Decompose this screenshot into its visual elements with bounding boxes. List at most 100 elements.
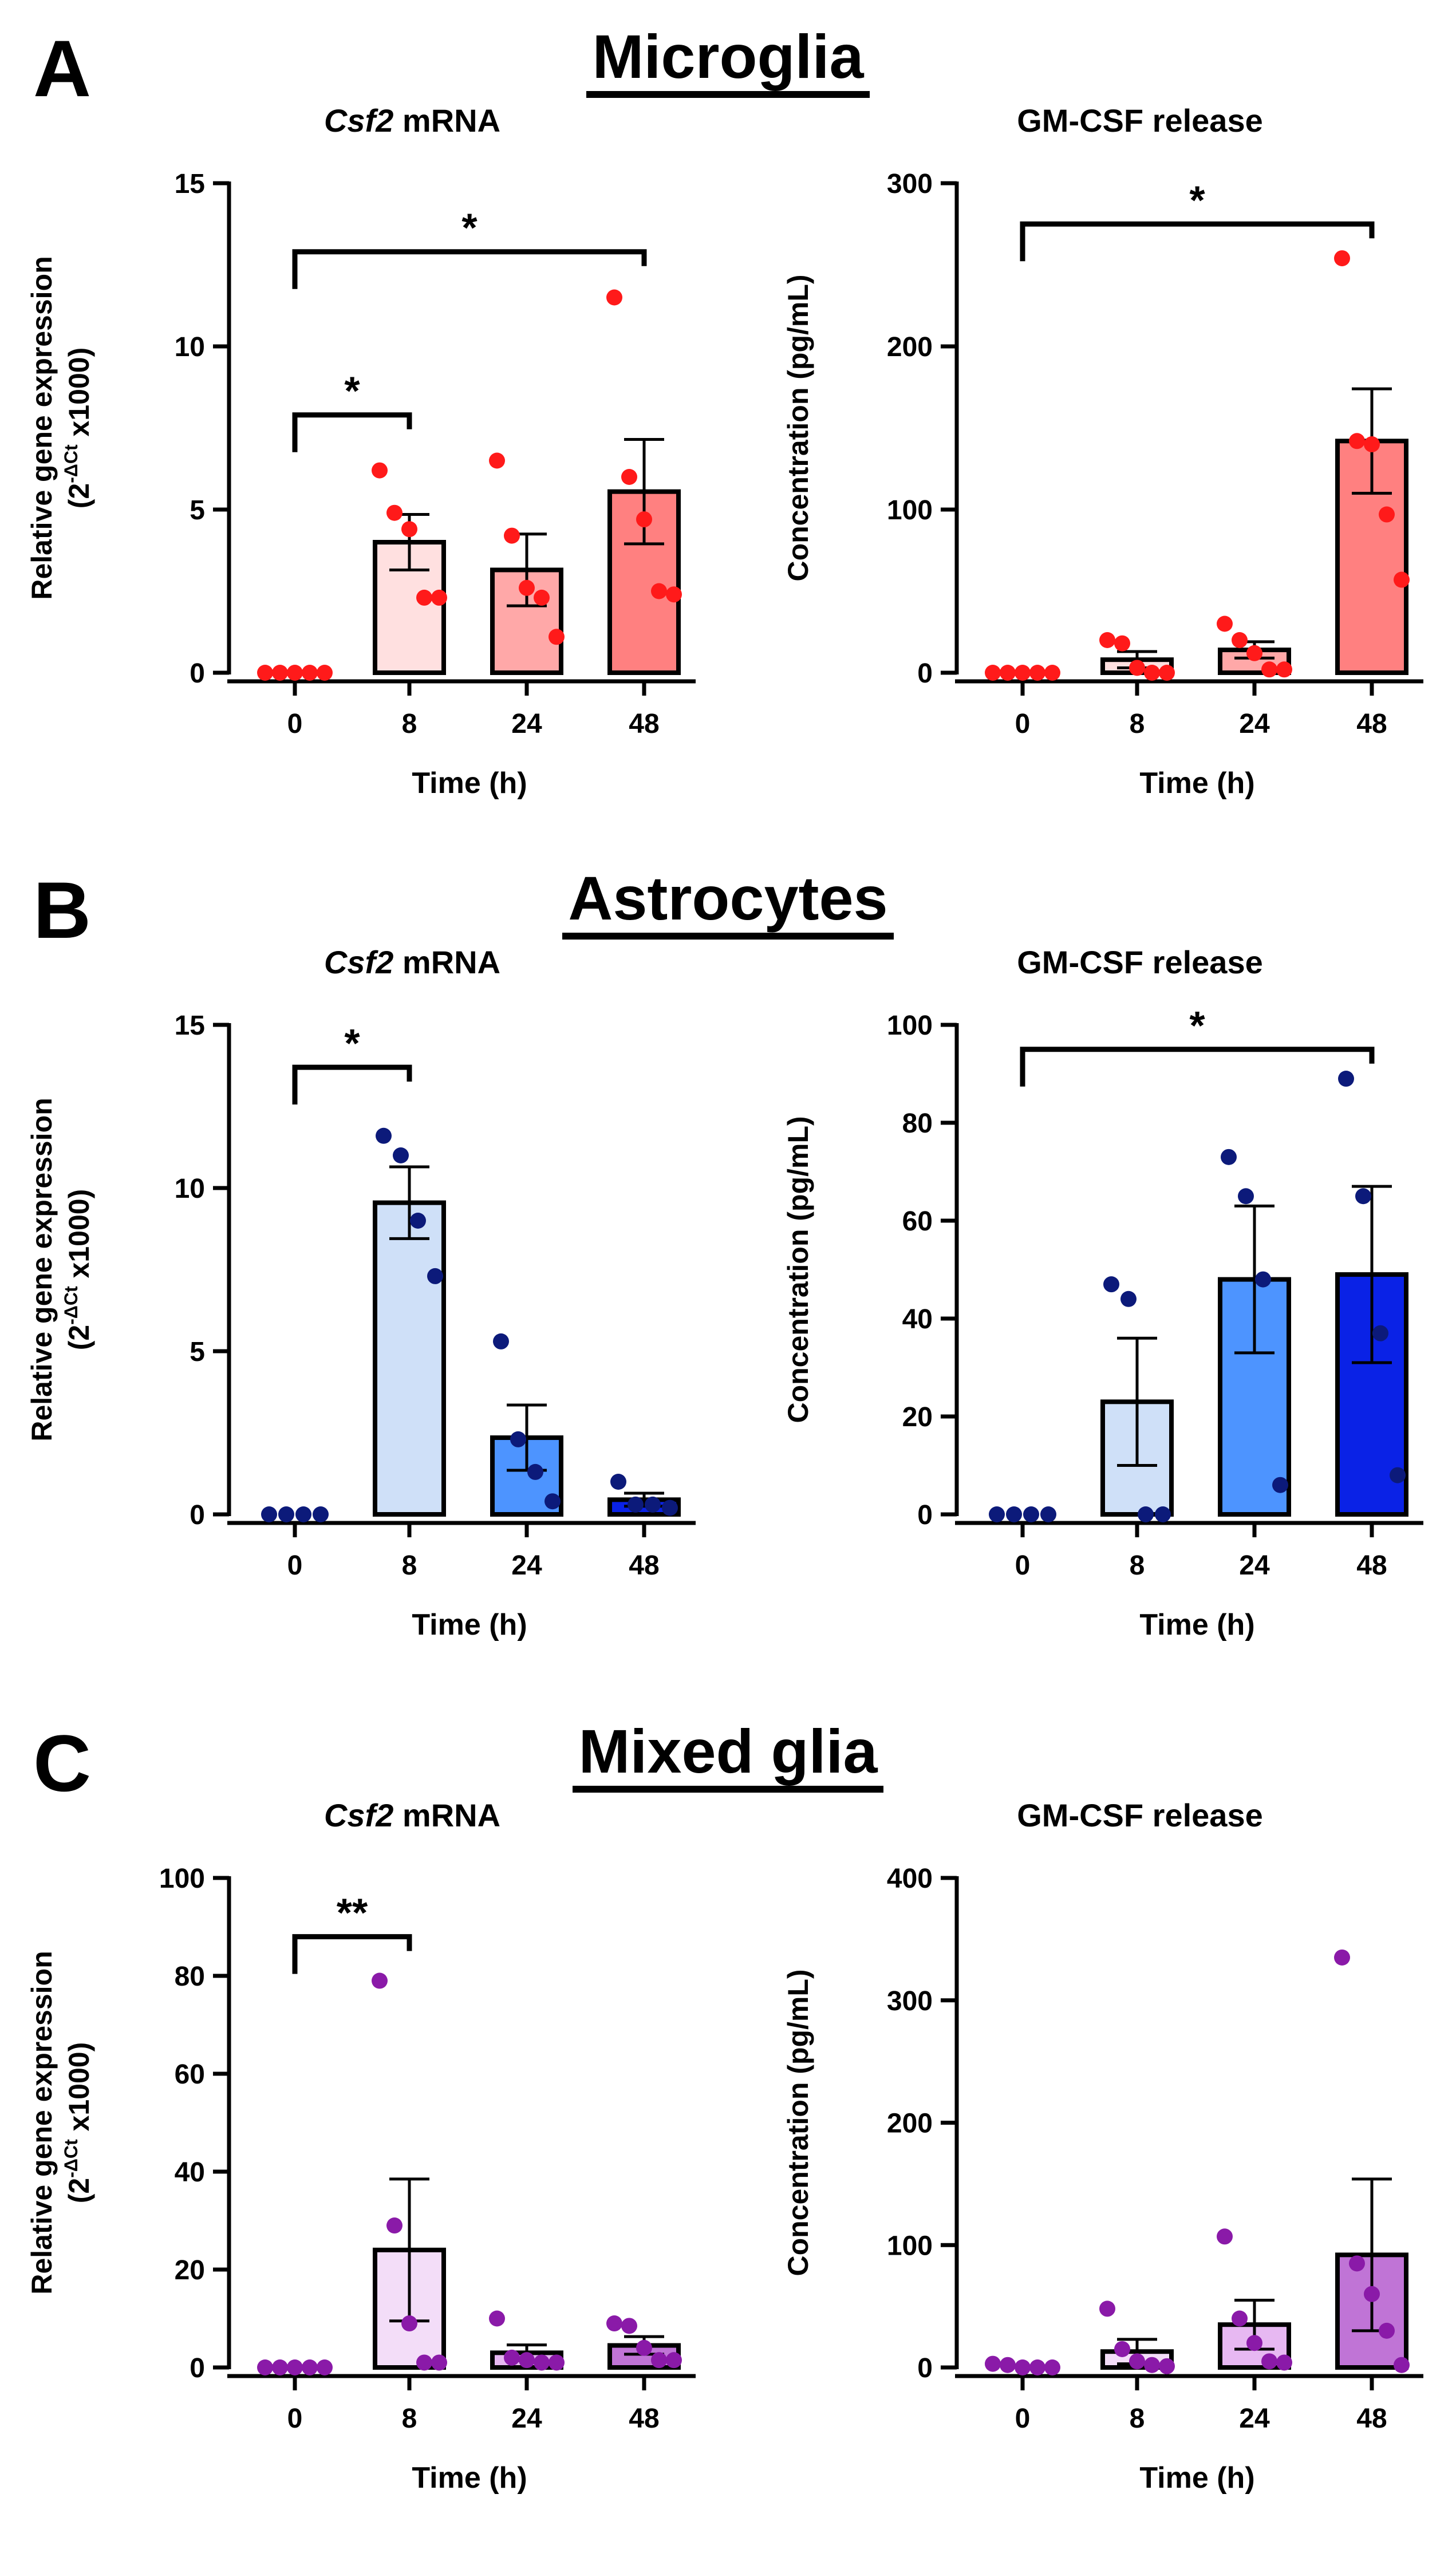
data-point (1006, 1506, 1022, 1522)
y-tick-label: 20 (902, 1402, 933, 1433)
y-tick-label: 100 (887, 2231, 933, 2261)
data-point (1255, 1271, 1271, 1288)
panel-title-text: GM-CSF release (1017, 944, 1263, 980)
data-point (1246, 645, 1262, 661)
section-title: Astrocytes (0, 863, 1456, 940)
y-tick-label: 0 (917, 1500, 933, 1530)
data-point (1338, 1071, 1354, 1087)
x-tick-label: 0 (287, 1550, 303, 1581)
panel-title-text: mRNA (393, 102, 500, 139)
data-point (431, 2354, 447, 2371)
section-letter: C (33, 1718, 92, 1808)
y-axis-label: Concentration (pg/mL) (782, 274, 814, 581)
data-point (1015, 2359, 1031, 2375)
significance-label: * (344, 1021, 360, 1066)
chart-panel: GM-CSF release Concentration (pg/mL) 0 100 2… (782, 102, 1423, 800)
bar (373, 540, 446, 675)
data-point (610, 1474, 626, 1490)
data-point (651, 2352, 667, 2369)
x-tick-label: 48 (1356, 2404, 1387, 2434)
data-point (1261, 661, 1277, 678)
data-point (401, 521, 417, 538)
x-axis-label: Time (h) (1139, 2461, 1254, 2495)
data-point (1276, 661, 1292, 678)
y-tick-label: 60 (175, 2059, 205, 2090)
data-point (1023, 1506, 1039, 1522)
panel-title: GM-CSF release (1017, 102, 1263, 139)
data-point (519, 579, 535, 596)
data-point (606, 289, 622, 306)
data-point (549, 2354, 565, 2371)
data-point (645, 1496, 661, 1513)
panel-title-text: GM-CSF release (1017, 1797, 1263, 1833)
panel-title-italic: Csf2 (324, 102, 393, 139)
data-point (1349, 2255, 1365, 2272)
x-tick-label: 48 (1356, 1550, 1387, 1581)
panel-title: Csf2 mRNA (324, 102, 500, 139)
significance-bracket (292, 412, 412, 452)
data-point (1394, 2357, 1410, 2373)
y-tick-label: 80 (175, 1962, 205, 1992)
data-point (1029, 2359, 1045, 2375)
data-point (431, 589, 447, 606)
data-point (989, 1506, 1005, 1522)
panel-title-text: mRNA (393, 944, 500, 980)
data-point (504, 2349, 520, 2366)
x-tick-label: 24 (511, 1550, 542, 1581)
significance-bracket (292, 249, 647, 289)
data-point (1120, 1291, 1137, 1307)
section-title: Microglia (0, 22, 1456, 98)
y-axis-label-units: (2-ΔCt x1000) (61, 348, 95, 508)
data-point (1000, 665, 1016, 681)
data-point (636, 511, 652, 528)
x-axis-label: Time (h) (412, 1608, 527, 1641)
data-point (386, 2217, 403, 2234)
y-axis-label-units-start: (2 (63, 483, 95, 508)
significance-bracket (1020, 1047, 1375, 1087)
panel-title-text: GM-CSF release (1017, 102, 1263, 139)
x-tick-label: 8 (1130, 709, 1145, 739)
y-axis-label: Concentration (pg/mL) (782, 1969, 814, 2276)
y-axis-label: Relative gene expression (26, 1951, 58, 2294)
data-point (493, 1333, 509, 1349)
significance-bracket (292, 1934, 412, 1974)
data-point (386, 504, 403, 521)
data-point (1364, 436, 1380, 452)
x-tick-label: 48 (1356, 709, 1387, 739)
data-point (1379, 506, 1395, 523)
x-tick-label: 8 (1130, 2404, 1145, 2434)
bar (373, 1200, 446, 1517)
panel-title-italic: Csf2 (324, 944, 393, 980)
data-point (1144, 2357, 1160, 2373)
panel-title: Csf2 mRNA (324, 1797, 500, 1833)
y-tick-label: 100 (887, 495, 933, 526)
data-point (1144, 665, 1160, 681)
data-point (621, 469, 637, 485)
data-point (1114, 2341, 1130, 2357)
section-a: A Microglia Csf2 mRNA Relative gene expre… (0, 0, 1456, 819)
y-axis-label-units-start: (2 (63, 2178, 95, 2203)
section-letter: B (33, 865, 92, 955)
data-point (1364, 2286, 1380, 2302)
y-tick-label: 200 (887, 2109, 933, 2139)
data-point (621, 2318, 637, 2334)
x-axis-label: Time (h) (1139, 767, 1254, 800)
chart-panel: Csf2 mRNA Relative gene expression (2-ΔCt … (26, 102, 696, 800)
x-tick-label: 8 (402, 1550, 417, 1581)
panel-title-text: mRNA (393, 1797, 500, 1833)
significance-label: * (1189, 177, 1205, 222)
x-tick-label: 8 (1130, 1550, 1145, 1581)
data-point (1349, 433, 1365, 449)
y-tick-label: 5 (190, 495, 205, 526)
y-axis-label-units-end: x1000) (63, 2042, 95, 2140)
x-tick-label: 0 (287, 709, 303, 739)
data-point (302, 665, 318, 681)
y-tick-label: 15 (175, 1011, 205, 1041)
data-point (1394, 571, 1410, 588)
y-tick-label: 20 (175, 2255, 205, 2286)
y-tick-label: 0 (190, 1500, 205, 1530)
x-axis-label: Time (h) (1139, 1608, 1254, 1641)
data-point (1272, 1477, 1288, 1493)
data-point (534, 2354, 550, 2371)
data-point (317, 665, 333, 681)
